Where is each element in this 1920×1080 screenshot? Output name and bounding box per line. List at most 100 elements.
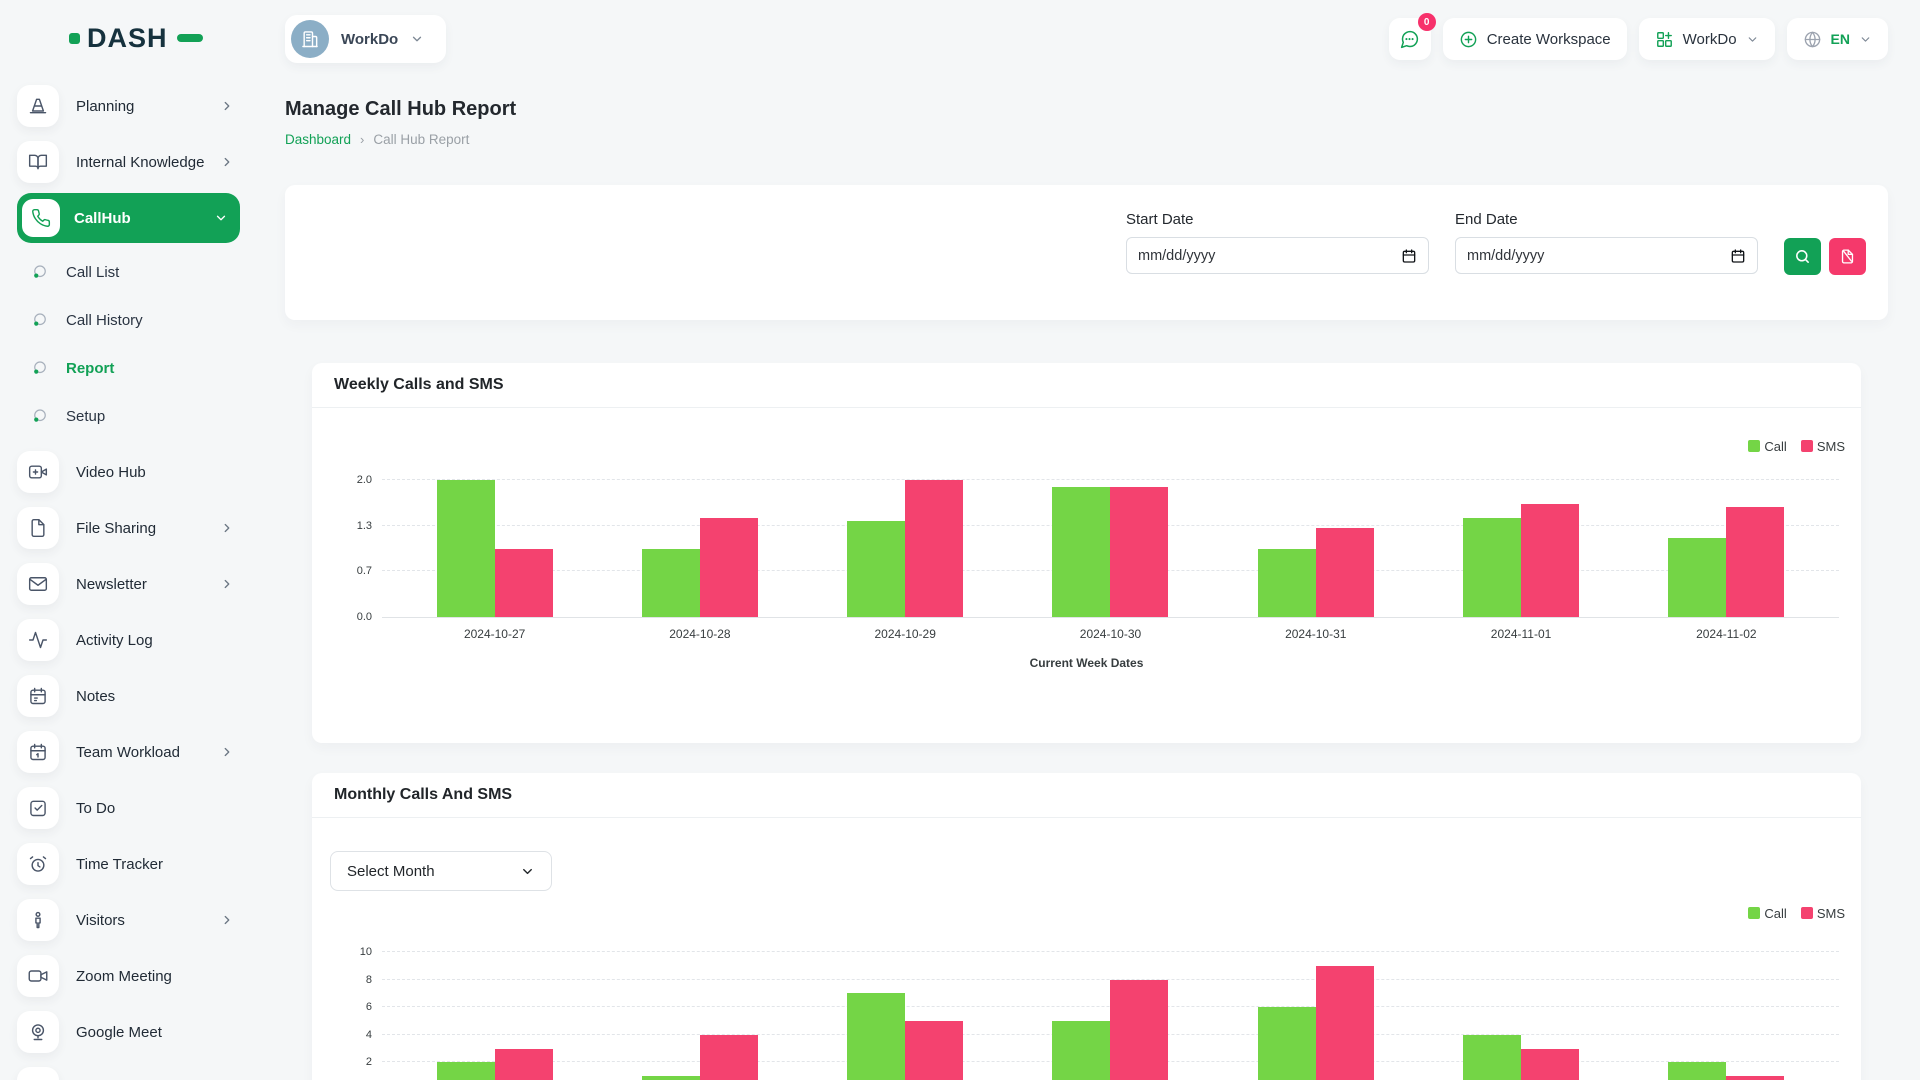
reset-filter-button[interactable]	[1829, 238, 1866, 275]
bar-call[interactable]	[1052, 486, 1111, 617]
bar-sms[interactable]	[1315, 965, 1374, 1080]
legend-sms[interactable]: SMS	[1800, 906, 1845, 921]
chevron-right-icon	[220, 913, 234, 927]
sidebar-item-meeting-hub[interactable]: Meeting Hub	[17, 1060, 240, 1080]
legend-call[interactable]: Call	[1748, 906, 1787, 921]
sidebar-item-file-sharing[interactable]: File Sharing	[17, 500, 240, 556]
bar-sms[interactable]	[494, 548, 553, 617]
bar-sms[interactable]	[905, 480, 964, 617]
bar-group	[1418, 952, 1623, 1080]
create-workspace-label: Create Workspace	[1486, 30, 1611, 48]
sidebar-item-newsletter[interactable]: Newsletter	[17, 556, 240, 612]
bar-call[interactable]	[436, 480, 495, 617]
sidebar-item-visitors[interactable]: Visitors	[17, 892, 240, 948]
legend-swatch-icon	[1800, 440, 1813, 452]
bar-sms[interactable]	[1110, 486, 1169, 617]
cone-icon	[17, 85, 59, 127]
sidebar-item-callhub[interactable]: CallHub	[17, 193, 240, 243]
sidebar-item-label: Planning	[76, 97, 135, 115]
calendar-icon[interactable]	[1401, 248, 1417, 264]
bar-group	[392, 480, 597, 617]
bar-sms[interactable]	[699, 517, 758, 617]
bar-sms[interactable]	[1521, 1048, 1580, 1080]
bar-call[interactable]	[1257, 548, 1316, 617]
x-tick-label: 2024-10-29	[874, 627, 936, 641]
brand-logo[interactable]: DASH	[17, 16, 255, 60]
month-select-value: Select Month	[347, 862, 435, 880]
bar-sms[interactable]	[699, 1034, 758, 1080]
mail-icon	[17, 563, 59, 605]
sidebar-item-team-workload[interactable]: Team Workload	[17, 724, 240, 780]
check-square-icon	[17, 787, 59, 829]
monthly-calls-chart[interactable]: Call SMS 2 4 6 8 10	[326, 903, 1847, 1080]
sidebar-subitem-report[interactable]: Report	[31, 344, 240, 392]
bar-sms[interactable]	[905, 1021, 964, 1080]
bar-sms[interactable]	[1110, 979, 1169, 1080]
end-date-input[interactable]	[1467, 247, 1730, 264]
webcam-icon	[17, 1011, 59, 1053]
breadcrumb-dashboard-link[interactable]: Dashboard	[285, 132, 352, 147]
month-select[interactable]: Select Month	[330, 851, 552, 891]
bar-sms[interactable]	[1726, 507, 1785, 617]
end-date-field[interactable]	[1455, 237, 1758, 274]
bar-sms[interactable]	[1521, 503, 1580, 617]
bar-call[interactable]	[641, 1076, 700, 1080]
x-tick-label: 2024-11-01	[1490, 627, 1552, 641]
workdo-menu-button[interactable]: WorkDo	[1638, 18, 1775, 60]
sidebar-item-planning[interactable]: Planning	[17, 78, 240, 134]
y-tick-label: 8	[365, 973, 372, 986]
person-icon	[17, 899, 59, 941]
bar-call[interactable]	[1052, 1021, 1111, 1080]
sidebar-item-video-hub[interactable]: Video Hub	[17, 444, 240, 500]
sidebar-subitem-call-history[interactable]: Call History	[31, 296, 240, 344]
logo-dash-icon	[176, 34, 203, 42]
bar-group	[803, 480, 1008, 617]
chevron-down-icon	[523, 868, 532, 874]
bar-call[interactable]	[847, 993, 906, 1080]
sidebar-item-activity-log[interactable]: Activity Log	[17, 612, 240, 668]
search-icon	[1796, 250, 1809, 263]
x-axis-labels: 2024-10-27 2024-10-28 2024-10-29 2024-10-30…	[382, 627, 1839, 641]
bar-group	[1624, 952, 1829, 1080]
search-button[interactable]	[1784, 238, 1821, 275]
bar-call[interactable]	[641, 548, 700, 617]
sidebar-item-time-tracker[interactable]: Time Tracker	[17, 836, 240, 892]
start-date-input[interactable]	[1138, 247, 1401, 264]
top-bar: WorkDo 0 Create Workspace WorkDo	[285, 0, 1888, 68]
sidebar-item-notes[interactable]: Notes	[17, 668, 240, 724]
sidebar-item-internal-knowledge[interactable]: Internal Knowledge	[17, 134, 240, 190]
topbar-actions: 0 Create Workspace WorkDo EN	[1388, 13, 1888, 60]
bar-sms[interactable]	[1315, 527, 1374, 617]
sidebar-item-to-do[interactable]: To Do	[17, 780, 240, 836]
weekly-card-header: Weekly Calls and SMS	[312, 363, 1861, 408]
legend-call[interactable]: Call	[1748, 439, 1787, 454]
video-plus-icon	[17, 451, 59, 493]
workspace-switcher[interactable]: WorkDo	[285, 15, 447, 63]
legend-sms[interactable]: SMS	[1800, 439, 1845, 454]
sidebar-subitem-call-list[interactable]: Call List	[31, 248, 240, 296]
bar-sms[interactable]	[494, 1048, 553, 1080]
y-tick-label: 2	[365, 1056, 372, 1069]
language-selector[interactable]: EN	[1786, 18, 1888, 60]
sidebar-item-label: Activity Log	[76, 631, 153, 649]
bar-sms[interactable]	[1726, 1076, 1785, 1080]
create-workspace-button[interactable]: Create Workspace	[1442, 18, 1627, 60]
sidebar-item-google-meet[interactable]: Google Meet	[17, 1004, 240, 1060]
bar-call[interactable]	[1463, 1034, 1522, 1080]
bar-group	[1418, 480, 1623, 617]
legend-swatch-icon	[1748, 440, 1761, 452]
messages-button[interactable]: 0	[1388, 13, 1436, 60]
bar-call[interactable]	[1257, 1007, 1316, 1080]
start-date-field[interactable]	[1126, 237, 1429, 274]
sidebar-item-zoom-meeting[interactable]: Zoom Meeting	[17, 948, 240, 1004]
bar-call[interactable]	[847, 521, 906, 617]
bar-call[interactable]	[1463, 517, 1522, 617]
chevron-right-icon	[220, 745, 234, 759]
plot-area: 0.0 0.7 1.3 2.0	[357, 474, 1839, 623]
bar-call[interactable]	[1668, 1062, 1727, 1080]
bar-call[interactable]	[1668, 538, 1727, 617]
bar-call[interactable]	[436, 1062, 495, 1080]
calendar-icon[interactable]	[1730, 248, 1746, 264]
weekly-calls-chart[interactable]: Call SMS 0.0 0.7 1.3 2.0 2024-10-27 2024-10-28 2…	[326, 436, 1847, 671]
sidebar-subitem-setup[interactable]: Setup	[31, 392, 240, 440]
